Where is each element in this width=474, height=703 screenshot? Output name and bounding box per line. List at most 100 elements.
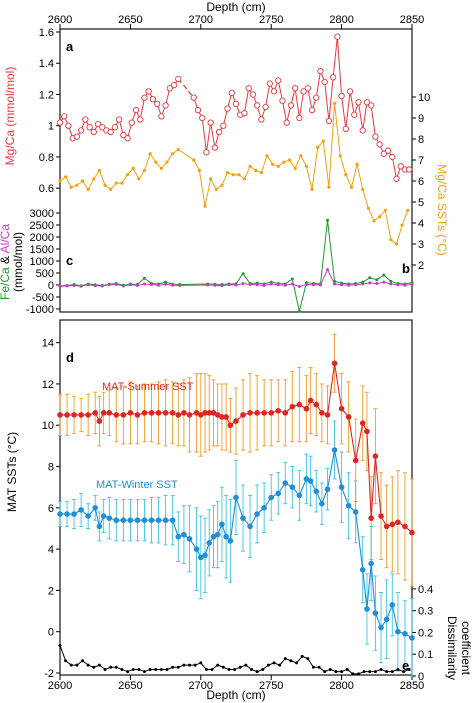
series-point-d [219,521,225,528]
series-point-d [303,476,310,482]
series-point-a [363,99,371,106]
series-point-e [261,667,265,671]
series-point-d [282,410,289,416]
series-point-d [359,420,366,426]
series-point-c [241,282,245,286]
series-point-e [272,661,276,665]
series-point-d [268,494,275,501]
bottom-x-tick-label: 2600 [48,680,72,692]
series-point-a [384,147,392,154]
series-point-c [220,284,224,288]
series-point-d [307,397,314,404]
series-point-e [402,670,406,674]
series-point-d [175,412,182,418]
series-point-b [259,171,263,175]
y-tick-label-b: 4 [418,218,424,230]
series-point-e [103,667,107,671]
series-point-d [96,418,103,424]
series-point-c [375,278,379,282]
series-point-a [283,119,290,126]
series-point-e [81,659,85,663]
series-point-d [64,511,70,517]
series-point-d [96,523,103,530]
bottom-x-tick-label: 2650 [118,680,142,692]
series-point-b [237,173,241,177]
y-tick-label-c: -1000 [26,304,54,316]
series-point-d [113,517,120,524]
series-point-a [368,102,375,109]
winter-series-label: MAT-Winter SST [96,479,178,491]
series-point-c [276,283,280,287]
series-point-a [224,105,231,112]
series-point-c [326,268,330,272]
series-point-b [265,154,269,158]
series-point-e [75,663,79,667]
series-point-b [248,164,252,168]
series-point-a [124,135,131,142]
series-point-d [319,410,325,416]
series-point-a [65,122,72,129]
series-point-d [127,517,134,524]
series-point-e [238,665,242,669]
series-point-d [148,410,155,416]
series-point-d [155,410,162,416]
series-point-d [78,507,84,513]
series-point-b [69,185,73,189]
series-point-d [402,523,408,530]
series-point-e [255,670,259,674]
series-point-a [170,81,178,89]
series-point-e [368,670,372,674]
series-point-b [120,181,124,185]
series-point-a [389,153,396,161]
series-point-a [207,119,214,126]
series-point-a [249,91,257,98]
series-point-c [255,283,259,287]
series-point-a [300,88,307,95]
series-point-c [171,283,175,287]
series-point-b [192,158,196,162]
ylabel-e-line2: coefficient [459,621,473,675]
series-point-d [254,410,260,416]
series-point-d [134,517,141,524]
series-layer [56,33,415,678]
series-point-a [308,106,316,114]
series-point-e [114,665,118,669]
series-point-b [321,139,325,143]
ylabel-a: Mg/Ca (mmol/mol) [3,67,17,166]
series-point-e [221,665,225,669]
series-point-d [198,412,204,418]
series-point-e [171,665,175,669]
y-tick-label-b: 8 [418,134,424,146]
series-point-c [361,282,365,286]
series-point-b [276,164,280,168]
series-point-c [72,283,76,287]
series-point-b [282,160,286,164]
series-point-a [245,85,252,92]
series-point-d [223,414,229,420]
y-tick-label-d: 2 [48,585,54,597]
panel-label-a: a [66,39,74,54]
y-tick-label-b: 7 [418,155,424,167]
series-point-b [361,187,365,191]
y-tick-label-e: 0.3 [418,606,433,618]
series-point-a [94,121,102,128]
y-tick-label-d: 8 [48,462,54,474]
y-tick-label-c: 0 [48,280,54,292]
y-tick-label-a: 0.6 [39,183,54,195]
series-point-d [383,616,390,623]
series-point-b [75,183,79,187]
series-point-b [355,162,359,166]
series-point-c [297,284,301,288]
series-point-e [159,667,163,671]
series-point-c [79,284,83,288]
ylabel-c-unit: (mmol/mol) [11,232,25,292]
series-point-a [232,100,240,107]
series-point-c [396,283,400,287]
series-point-a [330,74,337,81]
series-point-e [300,654,304,658]
series-point-e [289,659,293,663]
series-point-c [248,283,252,287]
series-point-b [159,166,163,170]
series-point-d [186,412,193,418]
